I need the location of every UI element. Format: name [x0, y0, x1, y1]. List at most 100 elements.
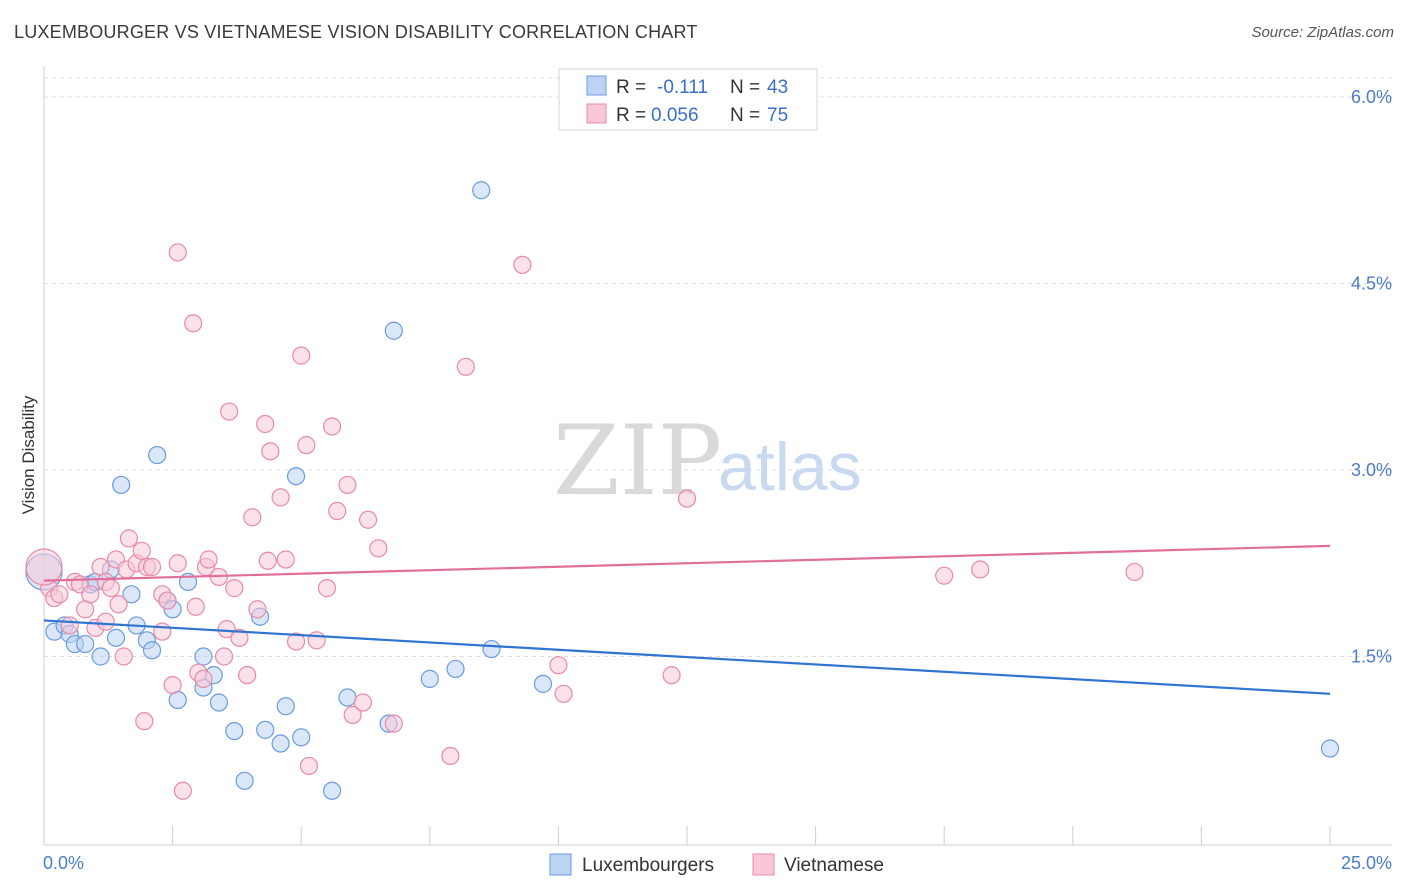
luxembourgers-point-20 — [194, 647, 213, 666]
legend-n-value-0: 43 — [767, 77, 788, 98]
luxembourgers-point-11 — [122, 585, 141, 604]
luxembourgers-point-37 — [446, 659, 465, 679]
luxembourgers-point-39 — [482, 639, 501, 659]
series-vietnamese-points — [25, 243, 1144, 800]
y-tick-label-2: 4.5% — [1351, 274, 1392, 294]
vietnamese-point-27 — [168, 554, 187, 573]
vietnamese-point-39 — [220, 402, 239, 421]
vietnamese-point-2 — [50, 585, 69, 604]
vietnamese-point-40 — [225, 579, 244, 598]
vietnamese-point-71 — [935, 566, 954, 585]
source-label: Source: ZipAtlas.com — [1251, 24, 1394, 41]
x-tick-label-1: 25.0% — [1341, 853, 1392, 873]
legend-swatch-luxembourgers — [586, 75, 607, 96]
legend-r-label-0: R = — [616, 77, 646, 98]
vietnamese-point-49 — [276, 550, 295, 569]
vietnamese-point-57 — [328, 501, 347, 521]
luxembourgers-point-29 — [276, 697, 295, 716]
bottom-legend: Luxembourgers Vietnamese — [549, 853, 884, 876]
vietnamese-point-30 — [184, 314, 203, 333]
vietnamese-point-43 — [243, 508, 262, 527]
luxembourgers-point-33 — [338, 688, 357, 707]
vietnamese-point-72 — [971, 560, 990, 579]
luxembourgers-point-27 — [256, 720, 275, 739]
y-tick-label-0: 1.5% — [1351, 647, 1392, 667]
legend-r-value-0: -0.111 — [657, 77, 708, 98]
luxembourgers-point-31 — [292, 728, 311, 747]
vietnamese-point-68 — [554, 684, 573, 703]
vietnamese-point-37 — [214, 647, 234, 666]
luxembourgers-point-28 — [271, 734, 290, 753]
vietnamese-point-54 — [307, 631, 326, 650]
luxembourgers-point-41 — [1320, 739, 1340, 758]
vietnamese-point-25 — [158, 591, 177, 610]
vietnamese-point-52 — [297, 436, 316, 455]
luxembourgers-trend-line — [43, 619, 1331, 695]
legend-swatch-vietnamese — [586, 103, 607, 124]
vietnamese-point-46 — [258, 551, 277, 570]
watermark: ZIP atlas — [553, 405, 862, 517]
luxembourgers-point-30 — [286, 467, 306, 486]
luxembourgers-point-38 — [472, 181, 491, 200]
y-tick-label-1: 3.0% — [1351, 460, 1392, 480]
vietnamese-point-47 — [261, 442, 280, 461]
vietnamese-point-50 — [286, 632, 306, 651]
luxembourgers-point-24 — [225, 721, 244, 741]
x-tick-label-0: 0.0% — [43, 853, 84, 873]
bottom-legend-label-luxembourgers: Luxembourgers — [582, 855, 714, 876]
luxembourgers-point-15 — [148, 445, 167, 465]
luxembourgers-point-25 — [235, 771, 254, 790]
vietnamese-point-60 — [353, 693, 373, 712]
vietnamese-point-61 — [358, 510, 378, 529]
legend-n-label-1: N = — [730, 105, 760, 126]
vietnamese-point-55 — [317, 579, 337, 598]
vietnamese-point-65 — [456, 357, 475, 376]
chart-title: LUXEMBOURGER VS VIETNAMESE VISION DISABI… — [14, 22, 698, 42]
vietnamese-point-23 — [153, 622, 172, 641]
vietnamese-point-45 — [256, 414, 275, 434]
vietnamese-point-3 — [60, 616, 79, 635]
axes — [43, 66, 1392, 846]
vietnamese-point-70 — [677, 489, 697, 508]
vietnamese-point-29 — [173, 781, 192, 800]
vietnamese-point-73 — [1125, 562, 1144, 582]
trend-lines — [43, 544, 1331, 695]
vietnamese-point-44 — [248, 600, 267, 619]
legend-r-label-1: R = — [616, 105, 646, 126]
luxembourgers-point-9 — [106, 628, 126, 647]
vietnamese-point-58 — [338, 475, 357, 495]
vietnamese-point-31 — [186, 597, 205, 616]
grid-lines — [44, 77, 1392, 657]
luxembourgers-point-10 — [112, 475, 131, 495]
vietnamese-point-53 — [299, 756, 319, 776]
vietnamese-point-67 — [549, 656, 568, 675]
vietnamese-point-28 — [168, 243, 187, 262]
bottom-legend-swatch-luxembourgers — [549, 853, 572, 876]
luxembourgers-point-36 — [420, 669, 439, 688]
vietnamese-point-17 — [119, 529, 138, 548]
vietnamese-point-33 — [194, 669, 213, 688]
x-tick-labels: 0.0% 25.0% — [43, 853, 1392, 873]
vietnamese-point-62 — [369, 539, 388, 558]
vietnamese-point-22 — [142, 557, 162, 577]
vietnamese-point-66 — [513, 255, 532, 274]
vietnamese-point-56 — [322, 417, 342, 436]
vietnamese-point-26 — [163, 675, 182, 695]
legend-n-value-1: 75 — [767, 105, 788, 126]
luxembourgers-point-7 — [91, 647, 110, 666]
legend: R = -0.111 N = 43 R = 0.056 N = 75 — [558, 68, 818, 131]
vietnamese-point-7 — [81, 585, 100, 604]
vietnamese-point-74 — [25, 548, 63, 586]
watermark-zip: ZIP — [553, 405, 722, 517]
y-axis-label: Vision Disability — [19, 395, 38, 514]
vietnamese-point-59 — [343, 705, 362, 725]
vietnamese-point-35 — [199, 550, 218, 569]
vietnamese-point-12 — [101, 579, 120, 598]
vietnamese-point-51 — [292, 346, 311, 365]
vietnamese-point-69 — [662, 666, 681, 685]
luxembourgers-point-35 — [384, 321, 403, 340]
vietnamese-point-11 — [96, 612, 115, 631]
y-tick-label-3: 6.0% — [1351, 87, 1392, 107]
vietnamese-point-20 — [135, 712, 154, 731]
vietnamese-point-38 — [217, 620, 236, 639]
